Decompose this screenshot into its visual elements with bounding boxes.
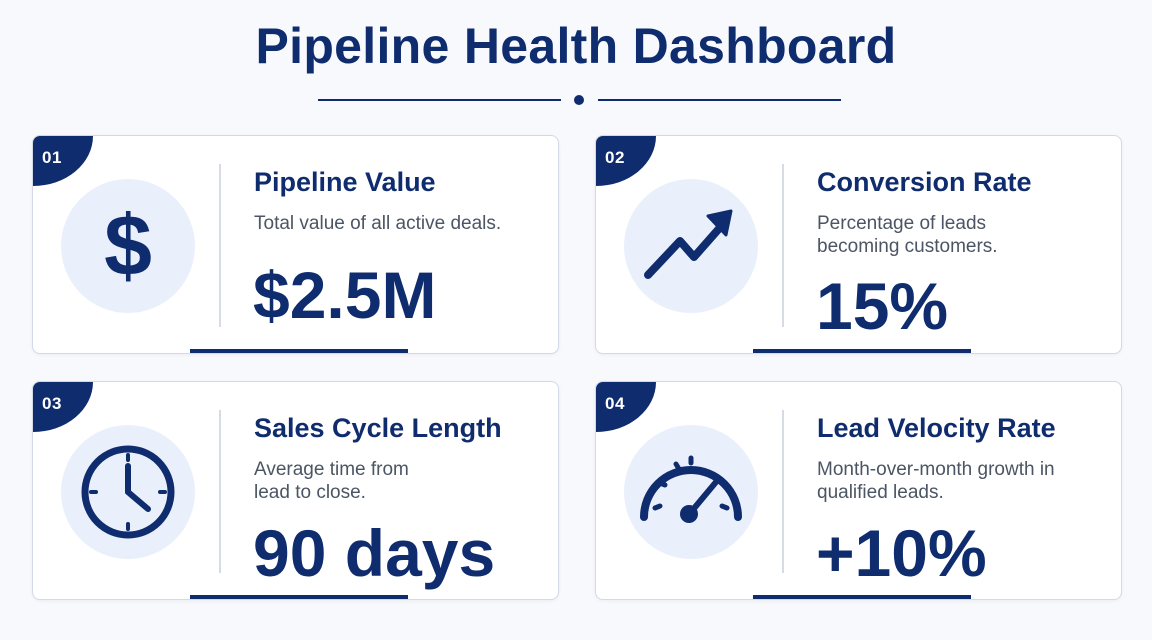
title-divider-left <box>318 99 561 101</box>
card-number: 03 <box>42 394 62 413</box>
card-accent-bar <box>753 349 971 353</box>
clock-icon <box>61 425 195 559</box>
card-value: 15% <box>816 269 949 343</box>
card-number: 02 <box>605 148 625 167</box>
card-value: 90 days <box>253 516 496 590</box>
card-value: $2.5M <box>253 258 437 332</box>
card-value: +10% <box>816 516 987 590</box>
card-number: 04 <box>605 394 625 413</box>
metric-card-sales-cycle-length: 03 Sales Cycle Length Average time from … <box>32 381 559 600</box>
card-description: Average time from lead to close. <box>254 459 409 503</box>
title-divider-right <box>598 99 841 101</box>
card-title: Conversion Rate <box>817 167 1032 197</box>
card-number: 01 <box>42 148 62 167</box>
card-separator <box>782 410 784 573</box>
trending-up-icon <box>624 179 758 313</box>
card-title: Lead Velocity Rate <box>817 413 1056 443</box>
card-accent-bar <box>753 595 971 599</box>
speedometer-icon <box>624 425 758 559</box>
svg-text:$: $ <box>104 198 152 294</box>
metric-card-lead-velocity-rate: 04 Lead Velocity Rate Month-over-month g… <box>595 381 1122 600</box>
card-title: Sales Cycle Length <box>254 413 502 443</box>
card-accent-bar <box>190 349 408 353</box>
metric-card-pipeline-value: 01 $ Pipeline Value Total value of all a… <box>32 135 559 354</box>
card-number-badge: 02 <box>596 136 656 186</box>
card-accent-bar <box>190 595 408 599</box>
page-title: Pipeline Health Dashboard <box>255 18 897 74</box>
dollar-icon: $ <box>61 179 195 313</box>
metric-card-conversion-rate: 02 Conversion Rate Percentage of leads b… <box>595 135 1122 354</box>
card-number-badge: 01 <box>33 136 93 186</box>
card-separator <box>219 410 221 573</box>
card-description: Total value of all active deals. <box>254 213 502 234</box>
card-separator <box>782 164 784 327</box>
card-separator <box>219 164 221 327</box>
card-title: Pipeline Value <box>254 167 436 197</box>
title-divider-dot <box>574 95 584 105</box>
card-description: Month-over-month growth in qualified lea… <box>817 459 1055 503</box>
card-description: Percentage of leads becoming customers. <box>817 213 998 257</box>
